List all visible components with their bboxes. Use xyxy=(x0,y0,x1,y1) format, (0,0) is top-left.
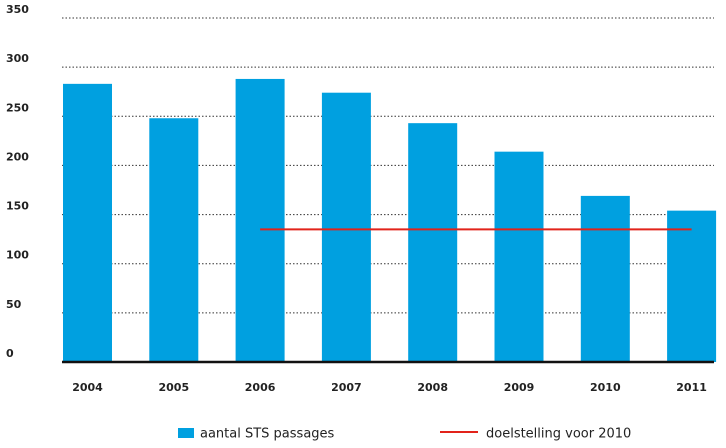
bar xyxy=(149,118,199,362)
x-tick-label: 2006 xyxy=(245,381,276,394)
legend-label: aantal STS passages xyxy=(200,427,335,442)
legend-swatch xyxy=(178,428,194,438)
bar xyxy=(494,151,544,362)
y-tick-label: 250 xyxy=(6,101,29,114)
legend-label: doelstelling voor 2010 xyxy=(486,427,631,442)
x-tick-label: 2010 xyxy=(590,381,621,394)
y-tick-label: 300 xyxy=(6,52,29,65)
y-tick-label: 200 xyxy=(6,150,29,163)
y-tick-label: 50 xyxy=(6,298,22,311)
x-tick-label: 2008 xyxy=(417,381,448,394)
bar xyxy=(235,78,285,363)
y-tick-label: 150 xyxy=(6,200,29,213)
bar xyxy=(63,83,112,362)
bar xyxy=(667,210,717,362)
y-tick-label: 0 xyxy=(6,347,14,360)
bar xyxy=(321,92,371,362)
x-tick-label: 2004 xyxy=(72,381,103,394)
y-tick-label: 350 xyxy=(6,3,29,16)
x-tick-label: 2007 xyxy=(331,381,362,394)
bar xyxy=(580,195,630,362)
x-tick-label: 2009 xyxy=(504,381,535,394)
y-tick-label: 100 xyxy=(6,249,29,262)
x-tick-label: 2011 xyxy=(676,381,707,394)
bar xyxy=(408,123,458,362)
x-tick-label: 2005 xyxy=(158,381,189,394)
